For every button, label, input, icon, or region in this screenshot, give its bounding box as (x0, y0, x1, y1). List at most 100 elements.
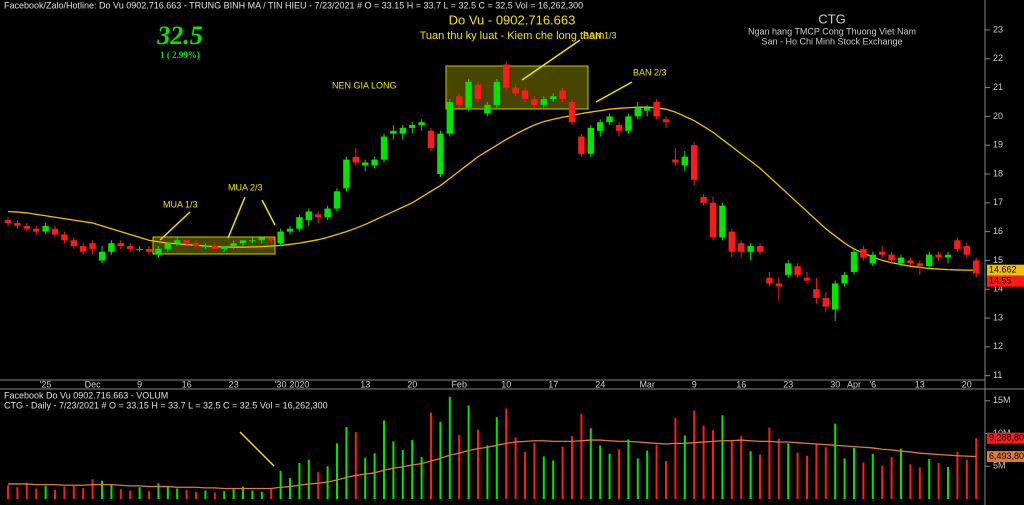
volume-bar (458, 434, 461, 499)
candle-body (672, 159, 679, 163)
candle-body (127, 246, 134, 249)
volume-bar (91, 479, 94, 499)
x-tick-label: '30 (275, 379, 287, 389)
volume-bar (439, 421, 442, 499)
candle-body (474, 84, 482, 100)
candle-body (973, 260, 980, 274)
candle-body (888, 254, 895, 261)
volume-bar (354, 432, 357, 499)
volume-bar (298, 462, 301, 499)
y-tick-label: 17 (993, 197, 1003, 207)
volume-bar (514, 437, 517, 499)
x-tick-label: 13 (915, 379, 925, 389)
candle-body (174, 240, 181, 244)
candle-body (33, 228, 40, 232)
candle-body (550, 96, 557, 100)
header-info: Facebook/Zalo/Hotline: Do Vu 0902.716.66… (4, 0, 583, 10)
arrow (227, 196, 246, 239)
volume-bar (749, 451, 752, 499)
y-tick-label: 12 (993, 341, 1003, 351)
candle-body (4, 220, 12, 223)
volume-bar (505, 408, 508, 499)
candle-body (879, 251, 886, 255)
candle-body (42, 225, 49, 232)
volume-bar (853, 447, 855, 499)
volume-bar (270, 489, 273, 499)
volume-bar (956, 451, 959, 499)
volume-bar (665, 461, 667, 499)
volume-bar (185, 489, 188, 499)
volume-bar (195, 491, 197, 499)
candle-body (954, 240, 961, 249)
volume-bar (693, 410, 696, 499)
candle-body (380, 136, 388, 160)
volume-bar (373, 453, 376, 499)
candle-body (850, 251, 858, 272)
volume-bar (721, 415, 724, 499)
candle-body (465, 81, 472, 108)
volume-bar (204, 490, 207, 499)
price-tag-label: 14.662 (989, 265, 1017, 275)
volume-bar (401, 449, 404, 499)
price-tag (987, 432, 1024, 444)
volume-bar (947, 466, 949, 499)
volume-bar (965, 459, 968, 499)
x-tick-label: Apr (847, 379, 861, 389)
candle-body (315, 214, 322, 218)
candle-body (192, 243, 200, 247)
candle-body (785, 263, 792, 275)
symbol: CTG (818, 11, 845, 26)
y-tick-label: 15 (993, 255, 1003, 265)
volume-bar (561, 446, 564, 499)
price-tag (987, 275, 1024, 287)
volume-bar (101, 480, 103, 499)
candle-body (512, 87, 519, 94)
candle-body (446, 101, 453, 134)
volume-bar (900, 448, 902, 499)
volume-bar (411, 440, 414, 499)
candle-body (521, 90, 529, 100)
y-tick-label: 22 (993, 53, 1003, 63)
candle-body (568, 101, 576, 123)
y-tick-label: 15M (993, 395, 1011, 405)
exchange: San - Ho Chi Minh Stock Exchange (761, 36, 902, 46)
candle-body (409, 125, 416, 128)
volume-bar (608, 453, 611, 499)
candle-body (324, 208, 331, 218)
arrow (261, 199, 276, 226)
candle-body (418, 122, 425, 126)
volume-bar (420, 457, 423, 499)
volume-bar (768, 427, 771, 499)
volume-bar (345, 426, 348, 499)
candle-body (540, 99, 547, 105)
candle-body (935, 254, 942, 258)
candle-body (691, 145, 698, 180)
x-tick-label: 24 (595, 379, 605, 389)
volume-bar (213, 492, 216, 499)
motto: Tuan thu ky luat - Kiem che long tham (420, 30, 605, 42)
candle-body (296, 217, 303, 229)
candle-body (333, 191, 341, 209)
volume-bar (683, 435, 686, 499)
candle-body (51, 228, 59, 235)
candle-body (390, 130, 397, 134)
candle-body (145, 248, 153, 252)
volume-bar (166, 485, 169, 499)
candle-body (916, 263, 923, 267)
candle-body (766, 277, 773, 284)
price-tag (987, 450, 1024, 462)
volume-bar (72, 484, 75, 499)
candle-body (813, 289, 820, 298)
volume-bar (157, 483, 160, 499)
volume-bar (580, 413, 583, 499)
last-price: 32.5 (156, 21, 203, 50)
candle-body (427, 130, 435, 149)
candle-body (239, 240, 247, 244)
volume-bar (815, 444, 818, 499)
x-tick-label: '25 (40, 379, 52, 389)
volume-bar (533, 442, 536, 499)
volume-bar (871, 453, 874, 499)
x-tick-label: 16 (182, 379, 192, 389)
volume-bar (702, 425, 705, 499)
